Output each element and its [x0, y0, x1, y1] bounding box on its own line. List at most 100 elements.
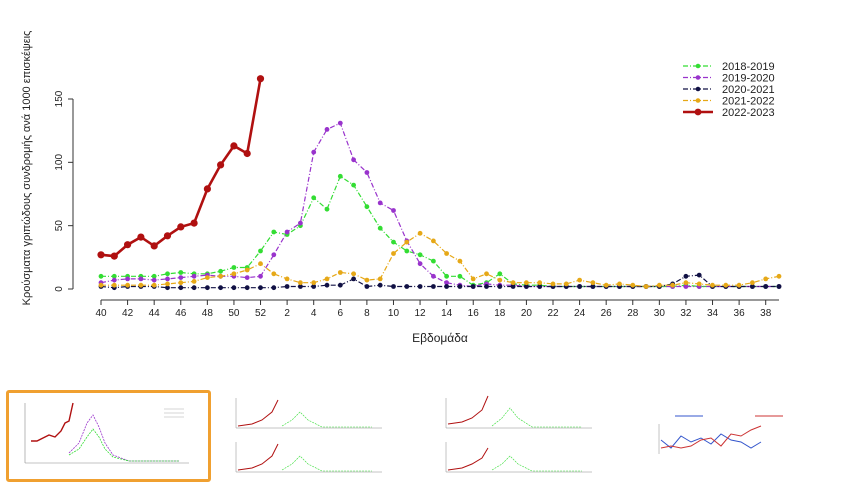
data-point	[417, 230, 423, 236]
x-tick-label: 26	[601, 308, 613, 319]
data-point	[231, 265, 237, 270]
data-point	[97, 251, 105, 259]
data-point	[417, 284, 423, 289]
data-point	[244, 267, 250, 273]
data-point	[364, 204, 370, 210]
data-point	[110, 252, 118, 260]
data-point	[311, 280, 317, 286]
data-point	[324, 276, 330, 282]
y-tick-label: 100	[54, 154, 65, 171]
legend-item: 2020-2021	[683, 84, 775, 96]
data-point	[750, 284, 755, 289]
data-point	[165, 285, 170, 291]
data-point	[657, 282, 662, 288]
data-point	[550, 281, 556, 287]
data-point	[577, 284, 582, 289]
data-point	[377, 282, 383, 288]
x-tick-label: 12	[414, 308, 426, 319]
data-point	[524, 284, 529, 289]
data-point	[178, 275, 184, 280]
x-tick-label: 20	[521, 308, 533, 319]
data-point	[271, 229, 277, 235]
series-2022-2023	[97, 75, 265, 260]
data-point	[736, 282, 742, 288]
data-point	[284, 284, 290, 289]
data-point	[190, 219, 198, 227]
data-point	[404, 239, 410, 245]
data-point	[364, 277, 370, 283]
data-point	[537, 284, 543, 289]
data-point	[431, 258, 436, 264]
data-point	[670, 282, 675, 288]
data-point	[271, 252, 277, 258]
legend-swatch-marker	[695, 86, 701, 92]
data-point	[298, 220, 303, 226]
data-point	[284, 276, 290, 282]
data-point	[165, 276, 170, 282]
data-point	[364, 284, 370, 289]
data-point	[391, 208, 396, 213]
data-point	[351, 276, 356, 282]
legend-label: 2019-2020	[722, 73, 775, 85]
data-point	[231, 285, 237, 291]
data-point	[124, 241, 132, 249]
data-point	[138, 282, 144, 288]
data-point	[165, 271, 170, 277]
data-point	[417, 261, 423, 267]
legend-swatch-marker	[695, 98, 701, 103]
data-point	[111, 282, 117, 288]
data-point	[244, 285, 250, 291]
data-point	[417, 252, 423, 258]
data-point	[205, 285, 210, 291]
data-point	[577, 277, 582, 283]
data-point	[377, 225, 383, 231]
data-point	[137, 233, 145, 241]
data-point	[364, 170, 370, 175]
x-tick-label: 4	[311, 308, 317, 319]
slide-thumbnail-2[interactable]	[222, 390, 422, 482]
slide-thumbnail-strip	[0, 386, 860, 484]
data-point	[191, 273, 197, 279]
data-point	[218, 273, 224, 279]
data-point	[404, 248, 410, 254]
data-point	[230, 142, 238, 150]
data-point	[351, 271, 356, 277]
data-point	[337, 270, 343, 275]
data-point	[98, 273, 104, 279]
data-point	[191, 285, 197, 291]
data-point	[163, 232, 172, 240]
data-point	[590, 280, 596, 286]
y-tick-label: 0	[54, 286, 65, 292]
data-point	[776, 273, 782, 279]
y-tick-label: 150	[54, 90, 65, 107]
x-tick-label: 30	[654, 308, 666, 319]
slide-thumbnail-1[interactable]	[6, 390, 211, 482]
data-point	[351, 157, 356, 163]
legend-item: 2018-2019	[683, 61, 775, 73]
legend-swatch-marker	[695, 63, 701, 69]
data-point	[630, 282, 636, 288]
data-point	[617, 281, 622, 287]
slide-thumbnail-3[interactable]	[432, 390, 632, 482]
data-point	[524, 280, 529, 286]
x-tick-label: 34	[707, 308, 719, 319]
data-point	[256, 75, 265, 83]
data-point	[231, 271, 237, 277]
data-point	[298, 280, 303, 286]
x-tick-label: 8	[364, 308, 370, 319]
legend-swatch-marker	[694, 108, 702, 116]
legend-item: 2021-2022	[683, 96, 775, 108]
data-point	[178, 285, 184, 291]
data-point	[284, 229, 290, 235]
x-tick-label: 48	[202, 308, 214, 319]
data-point	[244, 275, 250, 280]
data-point	[431, 273, 436, 279]
data-point	[484, 284, 489, 289]
data-point	[683, 284, 689, 289]
data-point	[444, 273, 449, 279]
data-point	[178, 270, 184, 275]
data-point	[337, 282, 343, 288]
slide-thumbnail-4[interactable]	[645, 390, 845, 482]
